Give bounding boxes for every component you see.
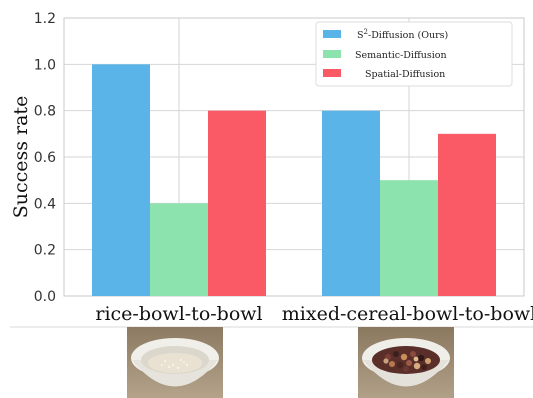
- bar-series-2-cat-0: [208, 110, 266, 297]
- y-tick-labels: 0.0 0.2 0.4 0.6 0.8 1.0 1.2: [34, 11, 56, 305]
- y-axis-label: Success rate: [10, 96, 32, 219]
- legend-label-semantic-diffusion: Semantic-Diffusion: [355, 50, 447, 61]
- bar-series-1-cat-0: [150, 203, 208, 296]
- plot-frame: [63, 17, 525, 297]
- bar-series-0-cat-0: [92, 64, 150, 296]
- legend-swatch-semantic-diffusion: [323, 50, 341, 58]
- x-tick-label: mixed-cereal-bowl-to-bowl: [282, 303, 533, 325]
- x-tick-label: rice-bowl-to-bowl: [95, 303, 262, 325]
- y-tick-label: 0.6: [34, 150, 56, 166]
- y-tick-label: 0.2: [34, 243, 56, 259]
- legend-swatch-spatial-diffusion: [323, 69, 341, 77]
- bar-series-1-cat-1: [380, 180, 438, 296]
- y-tick-label: 1.2: [34, 11, 56, 27]
- legend: S2-Diffusion (Ours) Semantic-Diffusion S…: [315, 21, 513, 87]
- rice-bowl-photo: [127, 327, 223, 398]
- y-tick-label: 0.8: [34, 104, 56, 120]
- x-tick-labels: rice-bowl-to-bowl mixed-cereal-bowl-to-bo…: [95, 303, 533, 325]
- legend-swatch-s2-diffusion: [323, 30, 341, 38]
- y-tick-label: 1.0: [34, 57, 56, 73]
- y-tick-label: 0.0: [34, 289, 56, 305]
- cereal-bowl-photo: [358, 327, 454, 398]
- legend-box: [315, 21, 513, 87]
- bar-series-0-cat-1: [322, 110, 380, 297]
- bar-series-2-cat-1: [438, 133, 496, 296]
- legend-label-s2-diffusion: S2-Diffusion (Ours): [357, 28, 448, 41]
- legend-label-spatial-diffusion: Spatial-Diffusion: [365, 69, 445, 80]
- bars: [92, 64, 496, 297]
- y-tick-label: 0.4: [34, 196, 56, 212]
